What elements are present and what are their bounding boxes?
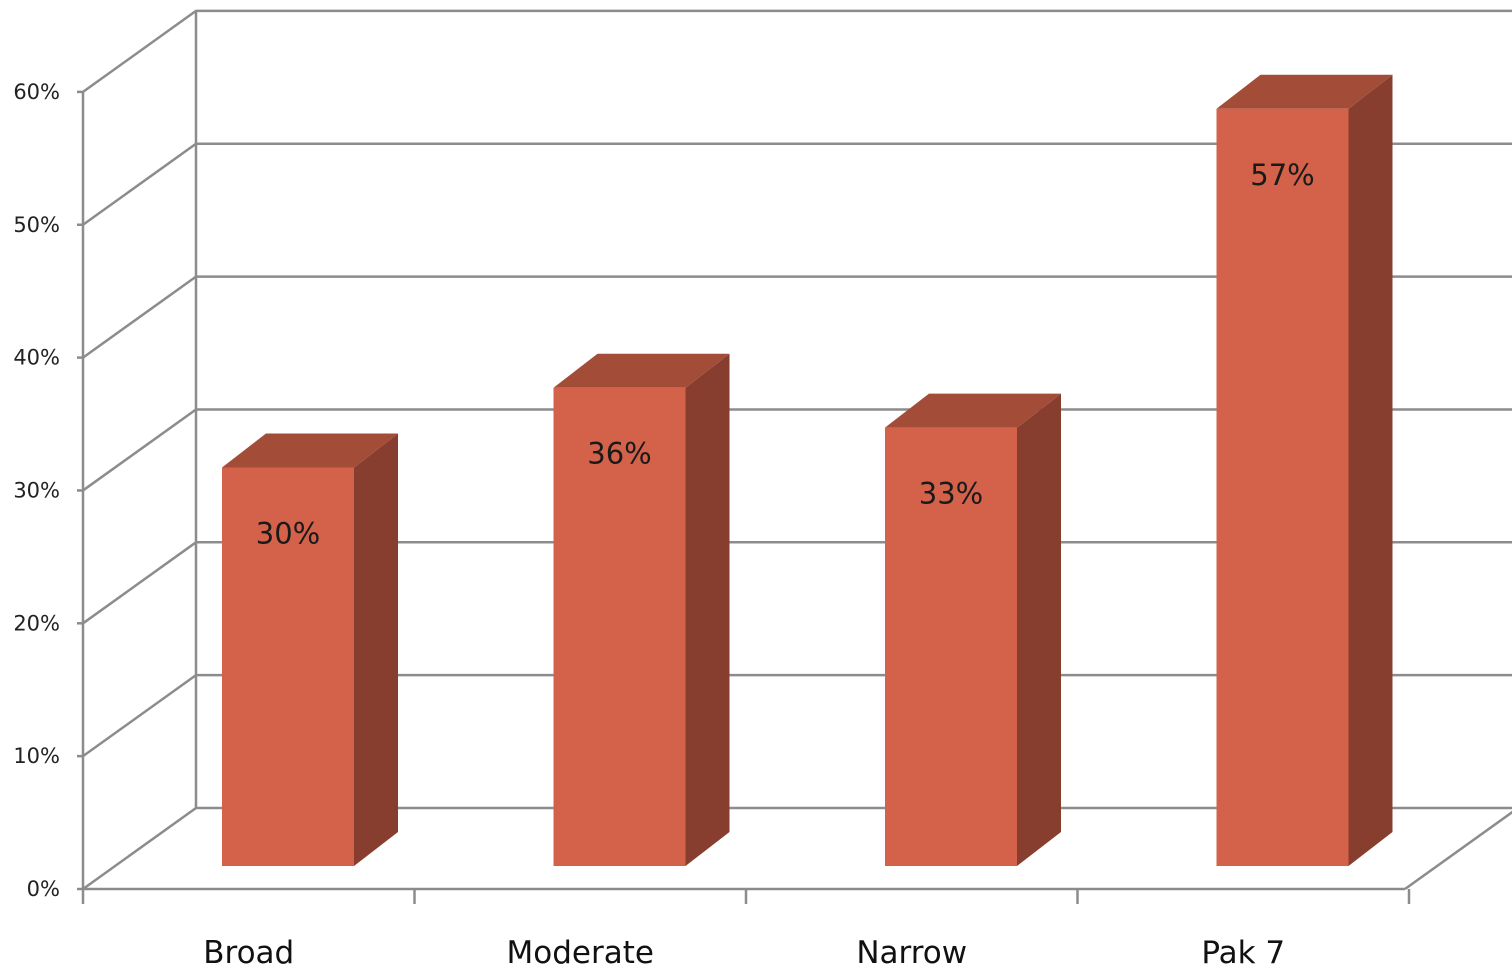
bar-side-face [1348,74,1393,866]
y-tick-label: 50% [13,213,60,237]
x-category-label: Broad [203,935,294,971]
bar [885,393,1061,866]
bars [222,74,1393,866]
y-tick-label: 60% [13,80,60,104]
bar-side-face [1017,393,1061,866]
bar-top-face [885,393,1061,428]
bar [1216,74,1393,866]
gridlines [82,9,1512,891]
bar-top-face [1216,74,1393,109]
bar [553,353,730,866]
bar [222,433,398,866]
data-label: 57% [1250,158,1314,192]
data-label: 33% [919,477,983,511]
bar-front-face [222,467,354,866]
x-category-label: Pak 7 [1201,935,1285,971]
axes: 0% 10% 20% 30% 40% 50% 60% [13,80,1411,904]
bar-front-face [553,387,686,866]
data-label: 30% [256,516,320,550]
y-tick-label: 10% [13,744,60,768]
bar-top-face [222,433,398,468]
data-label: 36% [587,437,651,471]
y-tick-label: 40% [13,346,60,370]
bar-side-face [685,353,730,866]
labels: Broad Moderate Narrow Pak 7 30% 36% 33% 57% [203,158,1314,971]
y-tick-label: 20% [13,611,60,635]
x-category-label: Narrow [856,935,967,971]
bar-front-face [1216,108,1349,866]
floor-right-edge [1404,810,1512,891]
y-tick-label: 0% [27,877,60,901]
bar-side-face [354,433,398,866]
bar-front-face [885,427,1017,866]
bar-top-face [553,353,730,388]
x-category-label: Moderate [507,935,654,971]
y-tick-label: 30% [13,478,60,502]
